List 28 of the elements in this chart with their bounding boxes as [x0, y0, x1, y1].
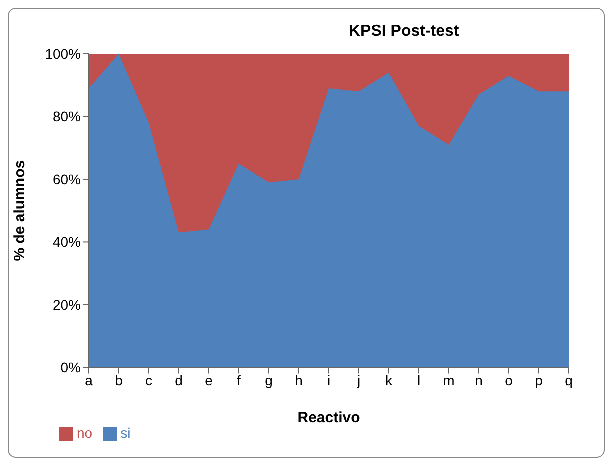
legend-label: no: [77, 424, 93, 441]
y-tick-label: 80%: [52, 108, 81, 125]
x-axis-title: Reactivo: [298, 410, 360, 427]
y-tick-label: 20%: [52, 296, 81, 313]
y-tick-label: 40%: [52, 234, 81, 250]
x-tick-label: c: [146, 372, 152, 389]
x-tick-label: j: [356, 372, 361, 389]
chart-title: KPSI Post-test: [349, 23, 460, 41]
x-tick-label: p: [535, 372, 544, 389]
x-tick-label: b: [115, 372, 124, 389]
x-tick-label: i: [327, 372, 331, 389]
x-tick-label: q: [565, 372, 573, 389]
y-tick-label: 100%: [45, 46, 81, 62]
x-tick-label: o: [505, 372, 514, 389]
x-tick-label: e: [205, 372, 214, 389]
x-tick-label: k: [386, 372, 394, 389]
x-tick-label: m: [443, 372, 455, 389]
x-tick-label: l: [417, 372, 421, 389]
x-tick-label: f: [237, 372, 242, 389]
y-axis-title: % de alumnos: [11, 160, 28, 262]
x-tick-label: a: [85, 372, 94, 389]
y-tick-label: 0%: [60, 360, 81, 376]
y-tick-label: 60%: [52, 171, 81, 188]
x-tick-label: g: [265, 372, 273, 389]
legend-label: si: [120, 424, 131, 441]
x-tick-label: n: [475, 372, 483, 389]
x-tick-label: d: [175, 372, 183, 389]
x-tick-label: h: [295, 372, 303, 389]
